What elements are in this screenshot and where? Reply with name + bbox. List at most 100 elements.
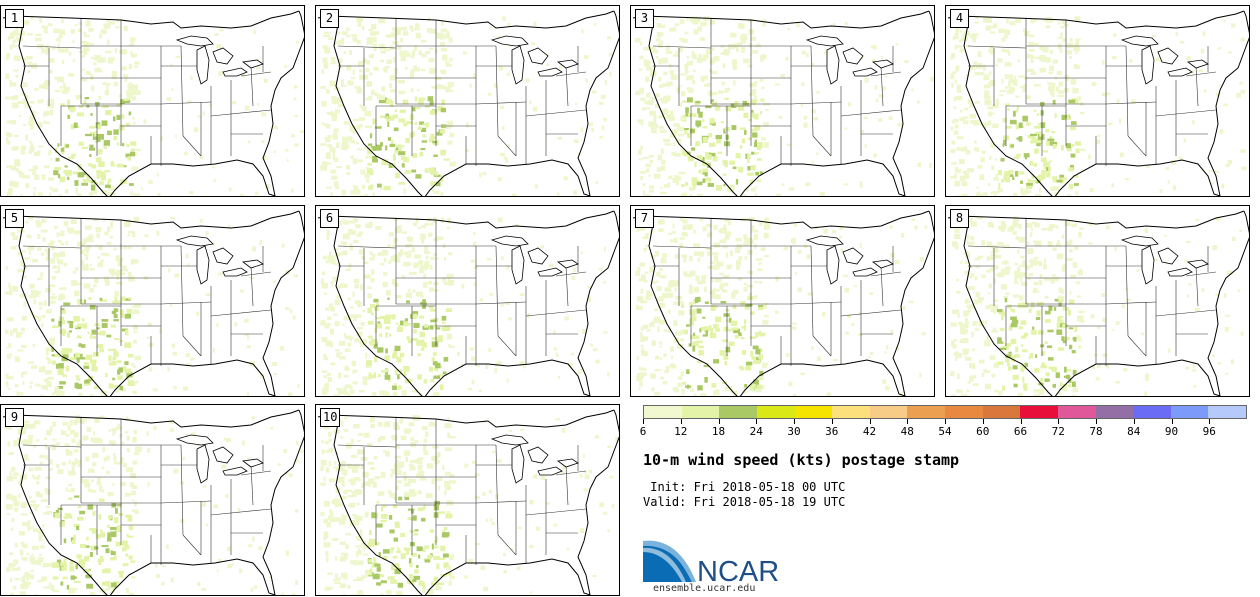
coastline [424, 10, 619, 196]
valid-time: Valid: Fri 2018-05-18 19 UTC [643, 495, 846, 509]
great-lake [556, 259, 579, 269]
map-panel-3: 3 [630, 5, 935, 197]
colorbar-bin [719, 406, 757, 418]
great-lake [175, 235, 214, 247]
great-lake [1141, 245, 1155, 285]
wind-shading [320, 16, 613, 196]
colorbar-tick [1096, 419, 1097, 424]
great-lake [1120, 235, 1159, 247]
map-canvas [632, 210, 934, 396]
state-border [497, 335, 517, 357]
great-lake [537, 466, 563, 476]
wind-shading [950, 16, 1247, 196]
great-lake [1186, 59, 1209, 69]
panel-label: 1 [5, 9, 24, 28]
state-border [182, 335, 202, 357]
state-border [1127, 135, 1147, 157]
coastline [327, 210, 615, 229]
plot-title: 10-m wind speed (kts) postage stamp [643, 451, 960, 469]
colorbar-tick [1058, 419, 1060, 424]
great-lake [222, 67, 248, 77]
colorbar-tick [945, 419, 946, 424]
colorbar-bin [1208, 406, 1246, 418]
great-lake [537, 267, 563, 277]
state-border [1105, 101, 1157, 105]
state-border [210, 309, 272, 317]
great-lake [511, 444, 525, 484]
panel-label: 6 [320, 209, 339, 228]
colorbar-tick [1171, 419, 1173, 424]
panel-label: 10 [320, 408, 341, 427]
state-border [497, 534, 517, 556]
panel-label: 3 [635, 9, 654, 28]
state-border [182, 135, 202, 157]
map-canvas [2, 210, 304, 396]
state-border [250, 265, 254, 307]
state-border [240, 71, 272, 77]
ncar-logo: NCAR [643, 540, 779, 586]
state-border [525, 508, 587, 516]
state-border [1127, 335, 1147, 357]
state-border [337, 45, 397, 49]
panel-label: 5 [5, 209, 24, 228]
wind-shading [950, 216, 1244, 396]
great-lake [852, 67, 878, 77]
state-border [240, 470, 272, 476]
wind-shading [635, 16, 934, 196]
state-border [180, 245, 184, 337]
colorbar-tick-label: 96 [1202, 425, 1216, 438]
state-border [555, 271, 587, 277]
map-canvas [317, 409, 619, 595]
state-border [495, 45, 499, 137]
great-lake [490, 35, 529, 47]
map-canvas [317, 10, 619, 196]
state-border [1105, 301, 1157, 305]
colorbar-tick [869, 419, 871, 424]
great-lake [212, 247, 234, 265]
state-border [790, 301, 842, 305]
map-panel-8: 8 [945, 205, 1250, 397]
great-lake [527, 446, 549, 464]
wind-shading [320, 415, 619, 595]
state-border [1185, 271, 1217, 277]
state-border [160, 301, 212, 305]
colorbar-tick-label: 6 [639, 425, 647, 438]
great-lake [196, 444, 210, 484]
state-border [240, 271, 272, 277]
panel-label: 2 [320, 9, 339, 28]
colorbar-tick [1209, 419, 1211, 424]
state-border [565, 265, 569, 307]
state-border [790, 101, 842, 105]
wind-shading [635, 217, 927, 396]
map-canvas [317, 210, 619, 396]
state-border [652, 45, 712, 49]
great-lake [826, 245, 840, 285]
colorbar-tick [831, 419, 833, 424]
state-border [160, 101, 212, 105]
great-lake [1167, 267, 1193, 277]
coastline [12, 10, 300, 29]
map-panel-2: 2 [315, 5, 620, 197]
great-lake [842, 247, 864, 265]
coastline [109, 409, 304, 595]
colorbar-bin [1020, 406, 1058, 418]
state-border [525, 109, 587, 117]
colorbar-tick-label: 72 [1051, 425, 1065, 438]
colorbar-bin [1095, 406, 1134, 418]
map-canvas [947, 210, 1249, 396]
colorbar-bin [794, 406, 833, 418]
coastline [1054, 210, 1249, 396]
colorbar-tick [643, 419, 644, 424]
map-canvas [947, 10, 1249, 196]
panel-label: 4 [950, 9, 969, 28]
coastline [642, 210, 930, 229]
great-lake [805, 35, 844, 47]
great-lake [175, 434, 214, 446]
colorbar-bin [681, 406, 720, 418]
state-border [870, 71, 902, 77]
colorbar-tick [1020, 419, 1022, 424]
panel-label: 9 [5, 408, 24, 427]
great-lake [241, 458, 264, 468]
map-panel-10: 10 [315, 404, 620, 596]
colorbar-bin [644, 406, 682, 418]
